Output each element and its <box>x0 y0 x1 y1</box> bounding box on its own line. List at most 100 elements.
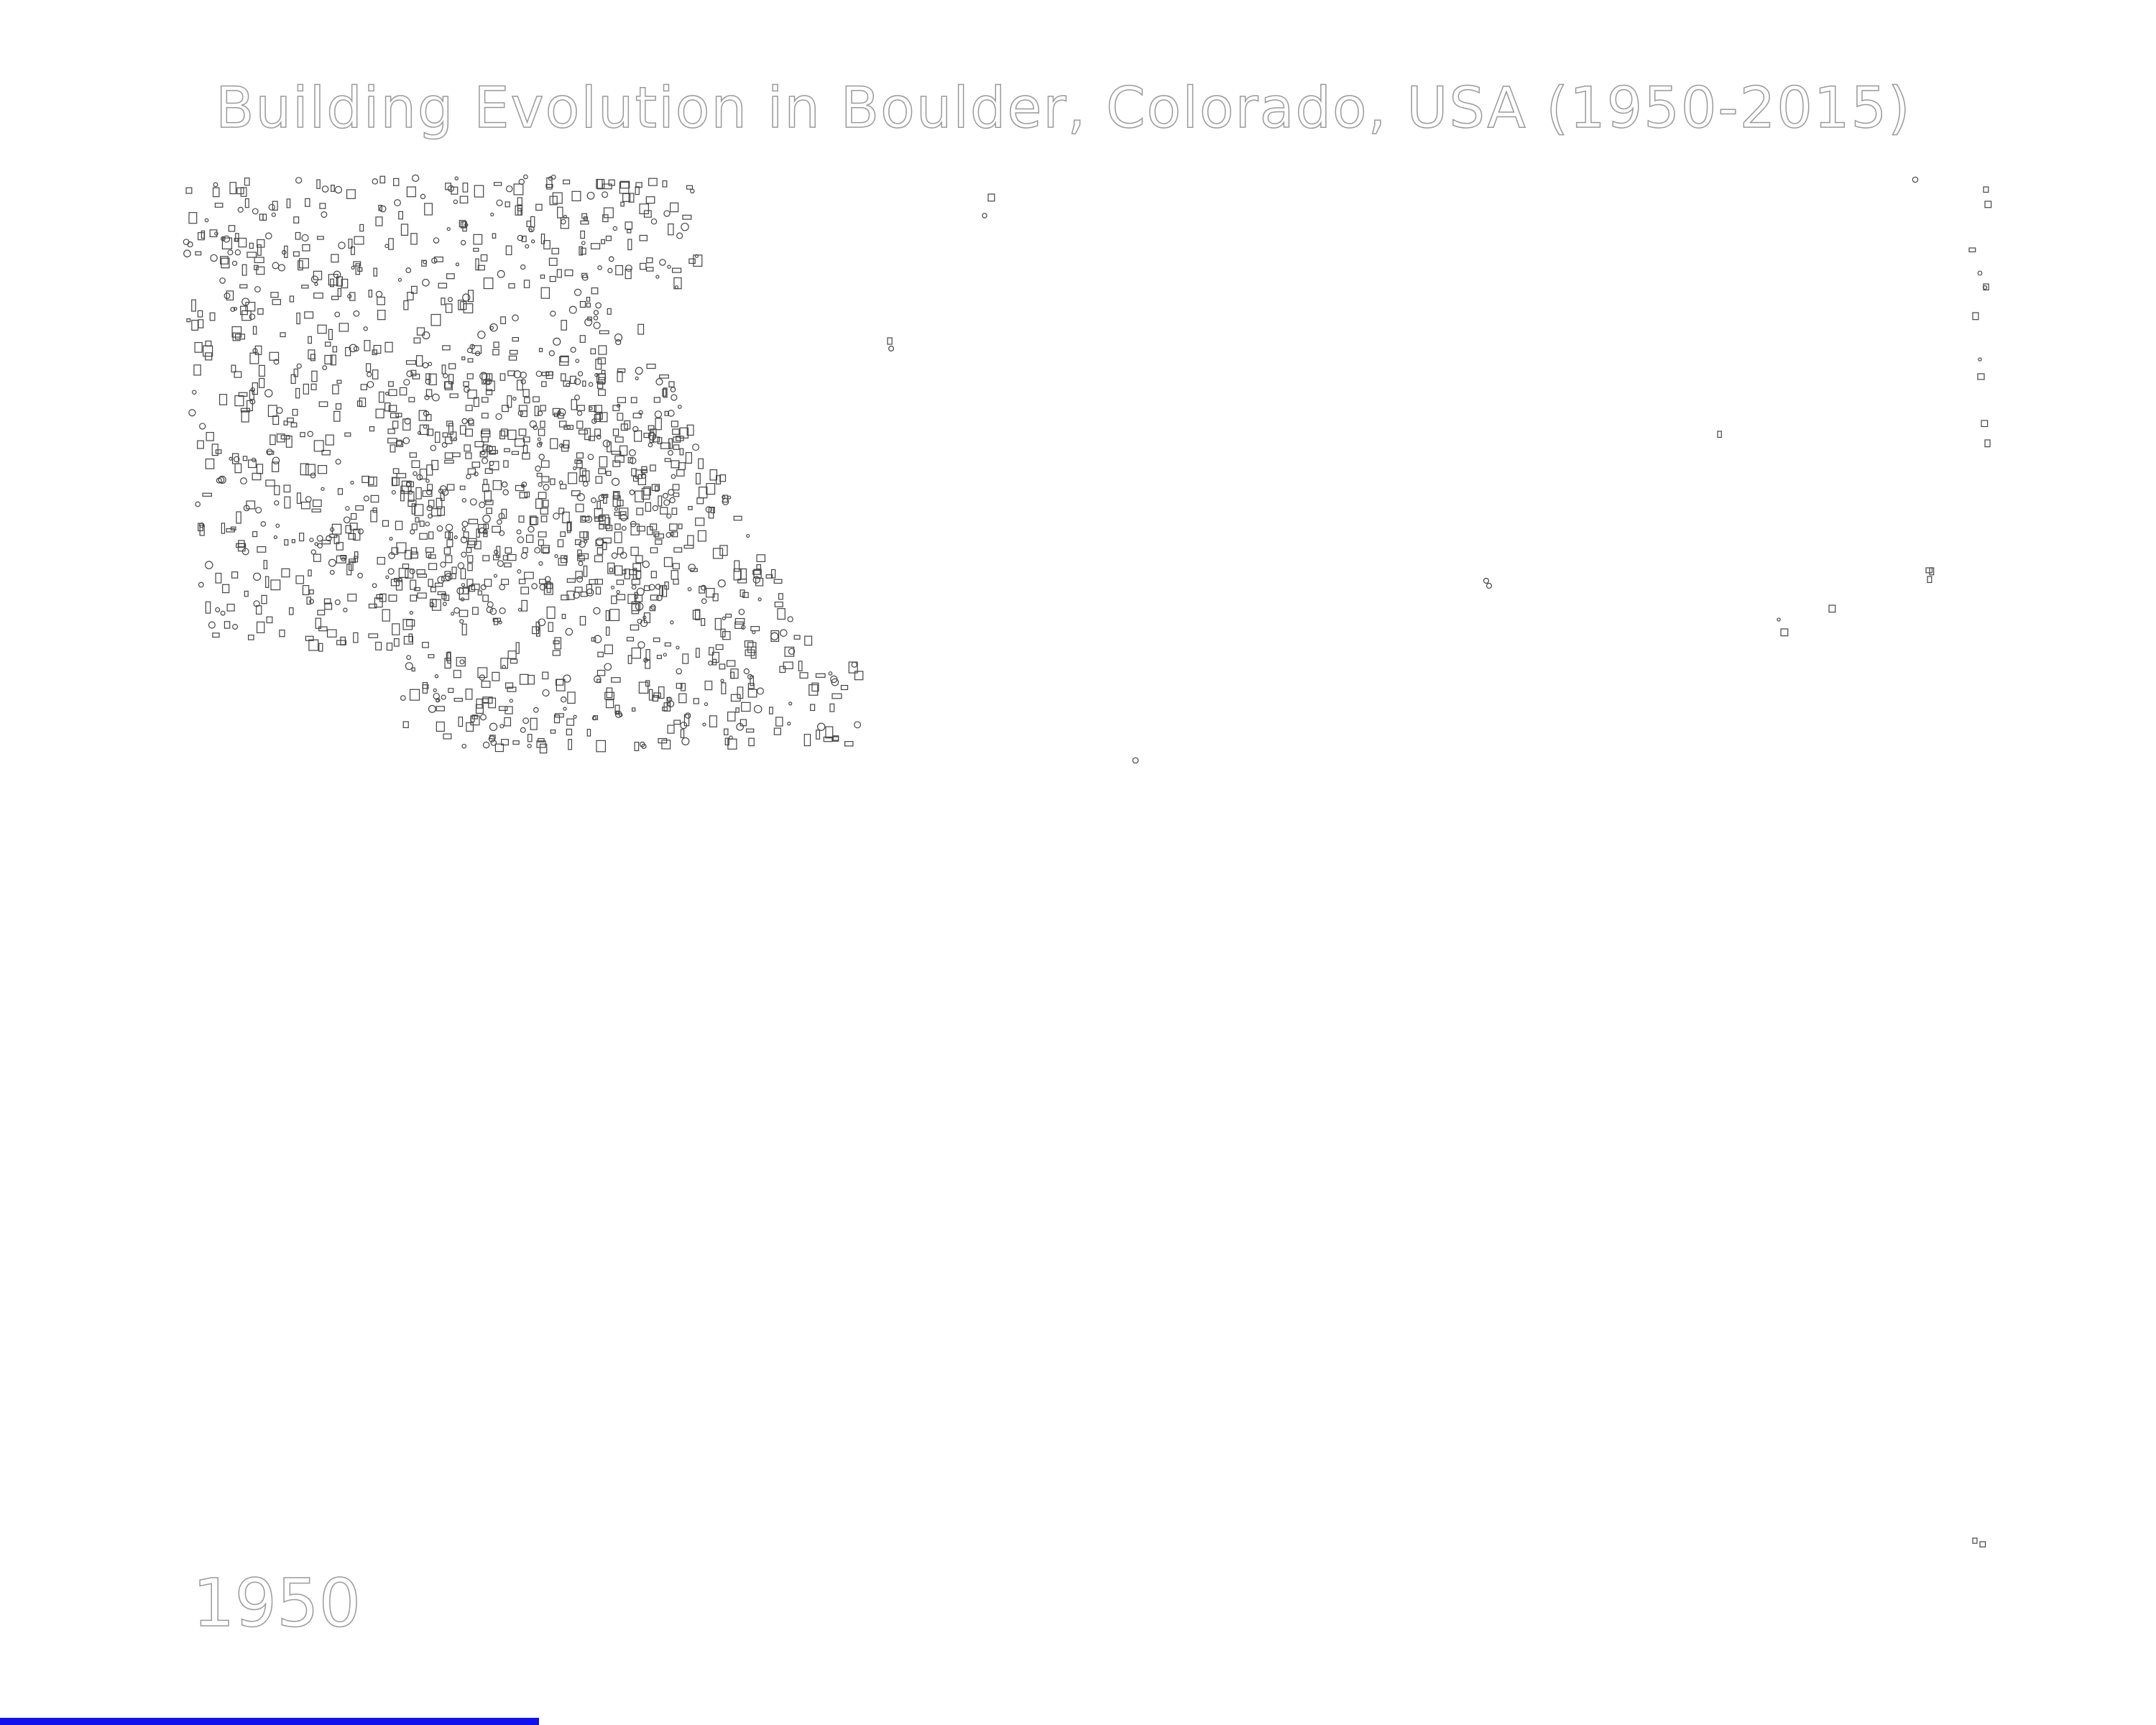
building-footprint <box>236 511 241 524</box>
building-footprint <box>431 508 442 517</box>
building-footprint <box>494 743 505 753</box>
building-footprint <box>448 688 454 693</box>
building-footprint <box>346 564 352 576</box>
building-footprint <box>500 658 509 669</box>
building-footprint <box>564 269 573 277</box>
building-footprint <box>426 489 433 495</box>
building-footprint <box>498 706 508 711</box>
building-footprint <box>577 371 584 377</box>
building-footprint <box>318 401 328 408</box>
building-footprint <box>631 584 637 590</box>
building-footprint <box>648 584 655 591</box>
building-footprint <box>533 396 540 402</box>
building-footprint <box>648 442 653 448</box>
building-footprint <box>606 525 613 531</box>
building-footprint <box>244 590 249 597</box>
building-footprint <box>517 208 522 216</box>
building-footprint <box>496 199 503 206</box>
building-footprint <box>343 607 348 612</box>
building-footprint <box>465 405 473 411</box>
building-footprint <box>601 494 609 498</box>
building-footprint <box>723 728 729 735</box>
building-footprint <box>540 287 550 299</box>
building-footprint <box>452 452 461 458</box>
building-footprint <box>240 408 251 413</box>
building-footprint <box>187 241 193 248</box>
building-footprint <box>428 500 435 508</box>
building-footprint <box>527 743 532 749</box>
building-footprint <box>517 536 525 543</box>
building-footprint <box>538 441 543 446</box>
building-footprint <box>571 190 581 201</box>
building-footprint <box>816 730 821 740</box>
building-footprint <box>687 535 694 546</box>
building-footprint <box>593 310 599 316</box>
building-footprint <box>616 579 625 585</box>
building-footprint <box>442 345 451 351</box>
building-footprint <box>740 568 747 580</box>
building-footprint <box>389 536 393 541</box>
building-footprint <box>415 487 422 500</box>
building-footprint <box>730 694 741 702</box>
building-footprint <box>561 444 569 452</box>
building-footprint <box>582 380 586 387</box>
building-footprint <box>392 623 400 635</box>
building-footprint <box>574 459 582 464</box>
building-footprint <box>704 702 709 707</box>
building-footprint <box>584 318 593 326</box>
building-footprint <box>305 198 310 207</box>
building-footprint <box>509 349 518 355</box>
building-footprint <box>268 203 275 211</box>
building-footprint <box>590 243 601 249</box>
building-footprint <box>556 269 562 278</box>
building-footprint <box>209 312 216 321</box>
building-footprint <box>264 232 272 240</box>
building-footprint <box>375 641 382 650</box>
building-footprint <box>343 516 351 524</box>
building-footprint <box>357 572 364 579</box>
building-footprint <box>466 474 471 479</box>
building-footprint <box>505 185 513 193</box>
building-footprint <box>270 292 279 298</box>
building-footprint <box>646 364 656 369</box>
building-footprint <box>406 186 416 198</box>
building-footprint <box>492 480 502 490</box>
building-footprint <box>627 655 632 664</box>
building-footprint <box>502 489 509 496</box>
building-footprint <box>671 531 678 538</box>
building-footprint <box>471 714 478 719</box>
building-footprint <box>201 230 206 239</box>
building-footprint <box>614 523 621 530</box>
building-footprint <box>350 480 354 485</box>
building-footprint <box>214 231 218 236</box>
building-footprint <box>652 436 660 443</box>
building-footprint <box>483 532 488 538</box>
building-footprint <box>436 706 445 712</box>
building-footprint <box>489 607 497 615</box>
building-footprint <box>662 180 668 188</box>
building-footprint <box>738 608 745 615</box>
building-footprint <box>269 351 280 361</box>
building-footprint <box>300 432 305 438</box>
building-footprint <box>653 397 660 403</box>
building-footprint <box>1979 1541 1986 1547</box>
building-footprint <box>236 543 247 548</box>
building-footprint <box>248 459 257 469</box>
building-footprint <box>309 589 314 594</box>
building-footprint <box>669 497 676 504</box>
building-footprint <box>424 395 430 400</box>
building-footprint <box>617 500 624 507</box>
building-footprint <box>436 497 443 510</box>
building-footprint <box>206 432 214 441</box>
building-footprint <box>581 241 586 245</box>
building-footprint <box>618 507 629 520</box>
building-footprint <box>373 267 378 277</box>
building-footprint <box>594 579 603 585</box>
building-footprint <box>629 489 635 495</box>
building-footprint <box>430 313 441 326</box>
building-footprint <box>663 499 671 506</box>
building-footprint <box>525 244 530 249</box>
building-footprint <box>364 340 371 351</box>
building-footprint <box>520 586 530 594</box>
building-footprint <box>668 450 673 456</box>
